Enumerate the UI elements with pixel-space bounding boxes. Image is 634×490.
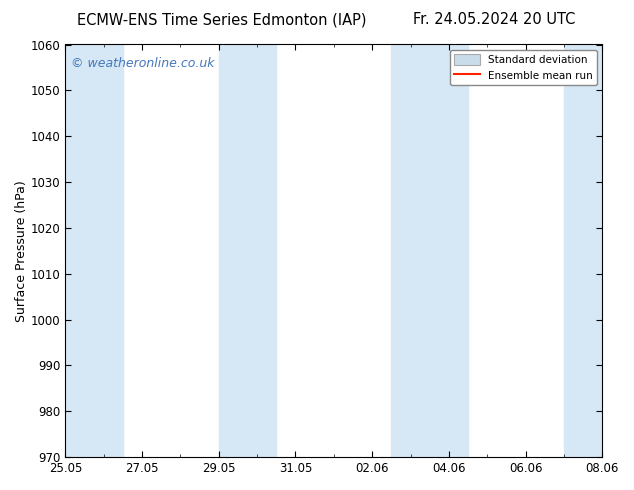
Text: ECMW-ENS Time Series Edmonton (IAP): ECMW-ENS Time Series Edmonton (IAP) — [77, 12, 366, 27]
Text: Fr. 24.05.2024 20 UTC: Fr. 24.05.2024 20 UTC — [413, 12, 576, 27]
Y-axis label: Surface Pressure (hPa): Surface Pressure (hPa) — [15, 180, 28, 322]
Bar — [564, 45, 621, 457]
Legend: Standard deviation, Ensemble mean run: Standard deviation, Ensemble mean run — [450, 49, 597, 85]
Bar — [219, 45, 276, 457]
Bar — [65, 45, 123, 457]
Bar — [391, 45, 468, 457]
Text: © weatheronline.co.uk: © weatheronline.co.uk — [71, 57, 214, 70]
